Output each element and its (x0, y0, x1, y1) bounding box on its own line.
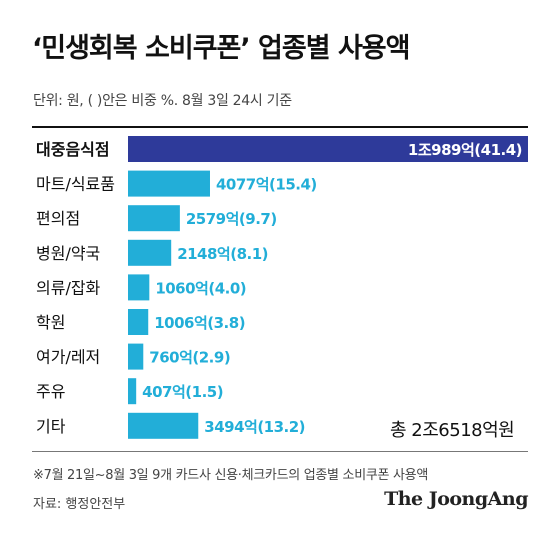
bar (128, 378, 137, 405)
category-label: 주유 (36, 382, 65, 401)
value-label: 2579억(9.7) (186, 210, 277, 228)
value-label: 760억(2.9) (149, 349, 230, 367)
value-label: 1조989억(41.4) (408, 141, 522, 159)
value-label: 4077억(15.4) (216, 176, 317, 194)
source-label: 자료: 행정안전부 (33, 497, 126, 512)
bar (128, 136, 528, 162)
brand-logo: The JoongAng (384, 488, 528, 510)
bar (128, 239, 172, 266)
category-label: 마트/식료품 (36, 175, 115, 194)
bottom-divider (32, 451, 528, 452)
category-label: 병원/약국 (36, 244, 100, 263)
bar (128, 205, 180, 232)
value-label: 3494억(13.2) (204, 418, 305, 436)
chart-title: ‘민생회복 소비쿠폰’ 업종별 사용액 (32, 33, 410, 64)
bar (128, 309, 149, 335)
total-label: 총 2조6518억원 (390, 420, 515, 441)
bar (128, 274, 150, 301)
bar (128, 170, 210, 197)
value-label: 407억(1.5) (142, 383, 223, 401)
category-label: 학원 (36, 313, 65, 332)
value-label: 1006억(3.8) (154, 314, 245, 332)
bar (128, 343, 144, 370)
bar (128, 412, 199, 439)
category-label: 편의점 (36, 209, 80, 228)
category-label: 의류/잡화 (36, 278, 101, 297)
value-label: 1060억(4.0) (155, 279, 246, 297)
value-label: 2148억(8.1) (177, 245, 268, 263)
category-label: 기타 (36, 417, 66, 436)
top-divider (32, 126, 528, 128)
category-label: 여가/레저 (36, 348, 100, 367)
category-label: 대중음식점 (36, 140, 110, 159)
footnote: ※7월 21일~8월 3일 9개 카드사 신용·체크카드의 업종별 소비쿠폰 사… (33, 468, 429, 483)
chart-subtitle: 단위: 원, ( )안은 비중 %. 8월 3일 24시 기준 (33, 93, 292, 109)
